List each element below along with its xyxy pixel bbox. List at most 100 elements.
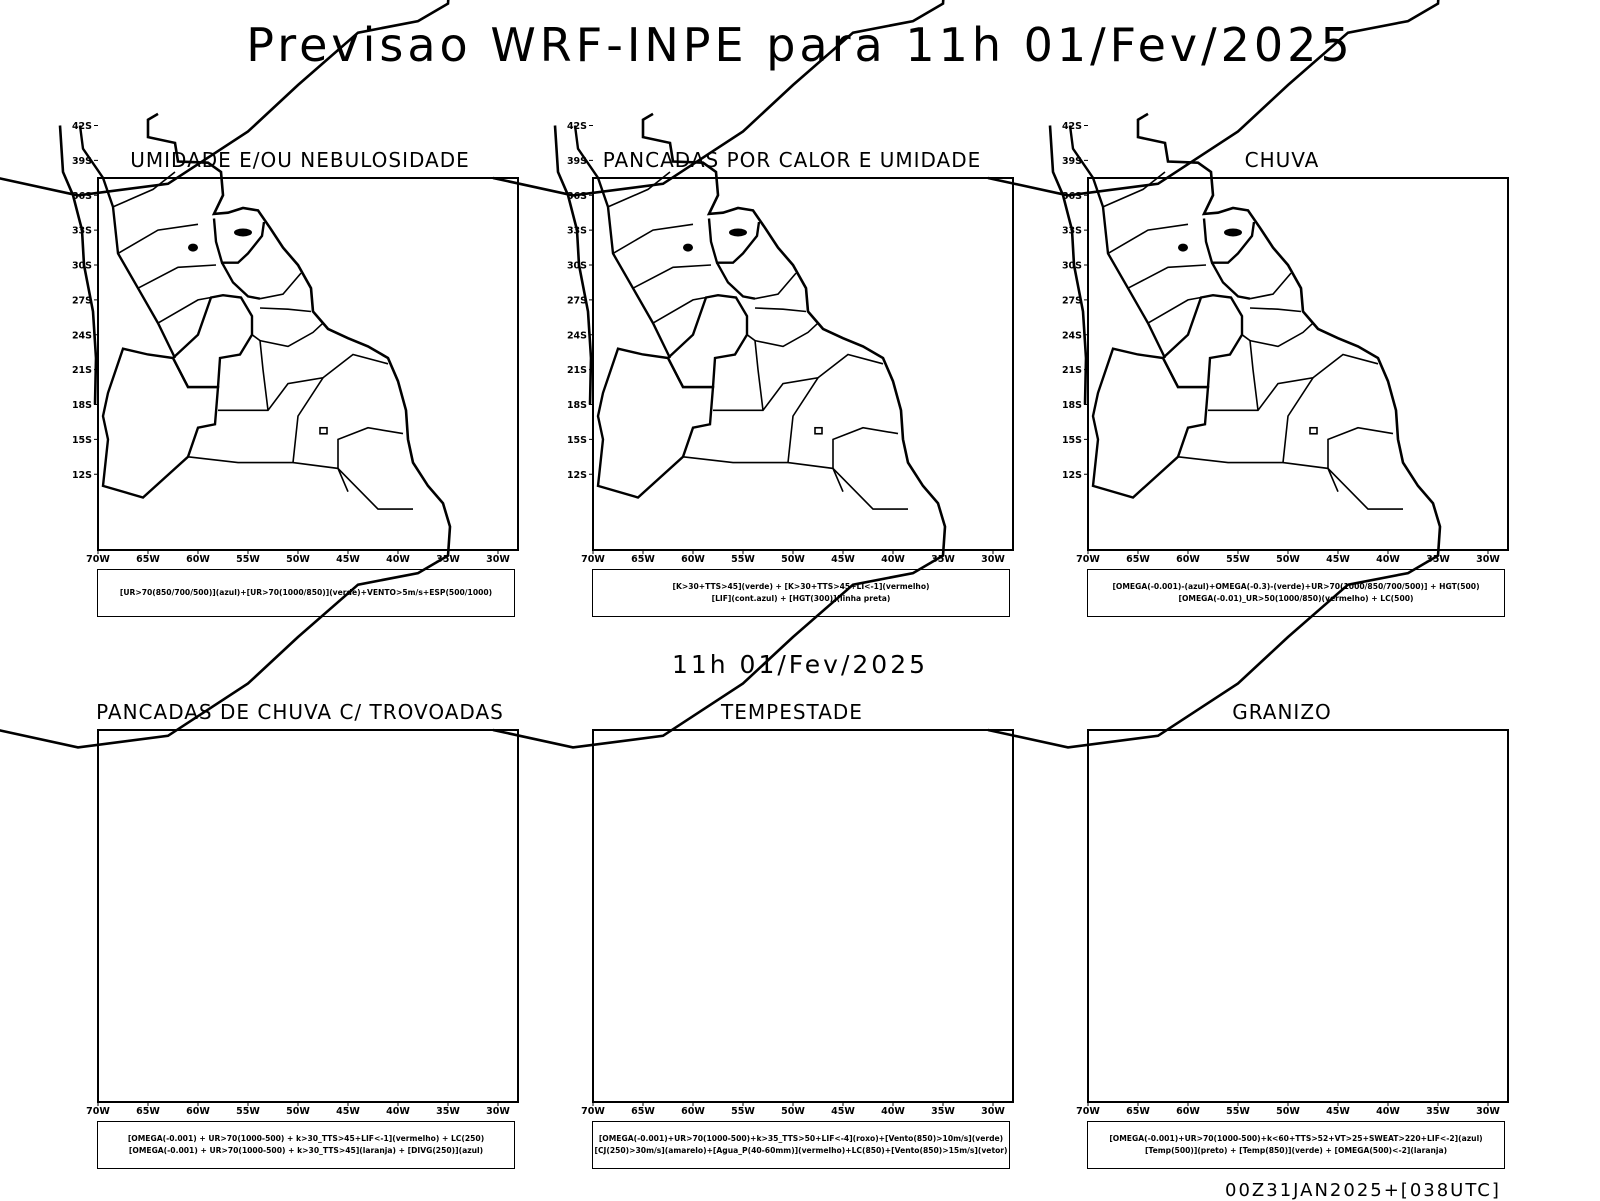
shaded-pixel [1277, 14, 1280, 17]
shaded-pixel [1261, 6, 1264, 9]
shaded-pixel [1384, 14, 1387, 17]
shaded-pixel [1222, 4, 1225, 7]
shaded-pixel [1299, 12, 1302, 15]
shaded-pixel [1399, 15, 1402, 18]
legend-line: [LIF](cont.azul) + [HGT(300)](linha pret… [712, 593, 891, 605]
legend-line: [OMEGA(-0.01)_UR>50(1000/850)(vermelho) … [1179, 593, 1414, 605]
shaded-pixel [1107, 15, 1110, 18]
shaded-pixel [1239, 9, 1242, 12]
shaded-pixel [1257, 3, 1260, 6]
shaded-pixel [1116, 7, 1119, 10]
shaded-pixel [1119, 14, 1122, 17]
legend-line: [OMEGA(-0.001)+UR>70(1000-500)+k<60+TTS>… [1109, 1133, 1482, 1145]
shaded-pixel [1479, 4, 1482, 7]
shaded-pixel [1357, 10, 1360, 13]
shaded-pixel [1500, 5, 1503, 8]
shaded-pixel [1319, 0, 1322, 2]
shaded-pixel [1242, 7, 1245, 10]
contour-line [1418, 137, 1460, 145]
wind-vector-head [890, 131, 893, 134]
shaded-pixel [1405, 5, 1408, 8]
shaded-pixel [1184, 0, 1187, 1]
legend-line: [OMEGA(-0.001) + UR>70(1000-500) + k>30_… [129, 1145, 483, 1157]
shaded-pixel [1329, 10, 1332, 13]
shaded-pixel [1235, 7, 1238, 10]
shaded-pixel [1232, 1, 1235, 4]
lat-tick-label: 18S [72, 400, 92, 411]
lake [729, 228, 747, 236]
shaded-pixel [1261, 9, 1264, 12]
shaded-pixel [1238, 3, 1241, 6]
shaded-pixel [1280, 0, 1283, 1]
shaded-pixel [1228, 9, 1231, 12]
shaded-pixel [1273, 11, 1276, 14]
shaded-pixel [1352, 13, 1355, 16]
shaded-pixel [1116, 4, 1119, 7]
legend-line: [CJ(250)>30m/s](amarelo)+[Agua_P(40-60mm… [594, 1145, 1007, 1157]
lon-tick-label: 50W [286, 1106, 310, 1117]
legend-line: [K>30+TTS>45](verde) + [K>30+TTS>45+LI<-… [672, 581, 929, 593]
map-umidade: 1012101210121012101210161008100810081008… [60, 176, 520, 566]
wind-vector-head [938, 134, 941, 137]
shaded-pixel [1331, 0, 1334, 3]
shaded-pixel [1441, 12, 1444, 15]
shaded-pixel [1284, 11, 1287, 14]
shaded-pixel [1361, 9, 1364, 12]
lat-tick-label: 27S [72, 295, 92, 306]
lon-tick-label: 45W [831, 554, 855, 565]
shaded-pixel [1286, 0, 1289, 1]
shaded-pixel [1385, 7, 1388, 10]
shaded-pixel [1312, 3, 1315, 6]
shaded-pixel [1356, 0, 1359, 2]
shaded-pixel [1438, 6, 1441, 9]
wind-vector [967, 140, 971, 147]
shaded-pixel [1355, 0, 1358, 3]
shaded-pixel [1297, 0, 1300, 2]
shaded-pixel [1454, 11, 1457, 14]
shaded-pixel [1284, 4, 1287, 7]
shaded-pixel [1195, 9, 1198, 12]
lon-tick-label: 30W [1476, 554, 1500, 565]
wind-vector-head [880, 134, 883, 137]
lon-tick-label: 65W [1126, 1106, 1150, 1117]
lon-tick-label: 40W [386, 1106, 410, 1117]
legend-granizo: [OMEGA(-0.001)+UR>70(1000-500)+k<60+TTS>… [1087, 1121, 1505, 1169]
lat-tick-label: 27S [1062, 295, 1082, 306]
shaded-pixel [1267, 5, 1270, 8]
shaded-pixel [1231, 11, 1234, 14]
wind-vector [910, 136, 913, 144]
wind-vector-head [952, 130, 955, 133]
shaded-pixel [1210, 12, 1213, 15]
lon-tick-label: 45W [1326, 1106, 1350, 1117]
shaded-pixel [1377, 14, 1380, 17]
shaded-pixel [1346, 12, 1349, 15]
shaded-pixel [1236, 6, 1239, 9]
wind-vector-head [859, 138, 862, 141]
shaded-pixel [1209, 3, 1212, 6]
streamline [832, 138, 906, 145]
wind-vector [860, 134, 863, 142]
frame [98, 730, 518, 1102]
lon-tick-label: 55W [236, 554, 260, 565]
lon-tick-label: 40W [1376, 554, 1400, 565]
lat-tick-label: 21S [567, 365, 587, 376]
shaded-pixel [1320, 11, 1323, 14]
lon-tick-label: 65W [1126, 554, 1150, 565]
shaded-pixel [1485, 15, 1488, 18]
shaded-pixel [1312, 3, 1315, 6]
shaded-pixel [1225, 1, 1228, 4]
lon-tick-label: 65W [631, 1106, 655, 1117]
shaded-pixel [1333, 5, 1336, 8]
shaded-pixel [1279, 13, 1282, 16]
shaded-pixel [1198, 11, 1201, 14]
shaded-pixel [1261, 0, 1264, 3]
shaded-pixel [1156, 12, 1159, 15]
shaded-pixel [1355, 9, 1358, 12]
shaded-pixel [1344, 11, 1347, 14]
shaded-pixel [1221, 4, 1224, 7]
lon-tick-label: 60W [681, 554, 705, 565]
shaded-pixel [1496, 7, 1499, 10]
wind-vector-head [677, 127, 680, 130]
shaded-pixel [1210, 15, 1213, 18]
